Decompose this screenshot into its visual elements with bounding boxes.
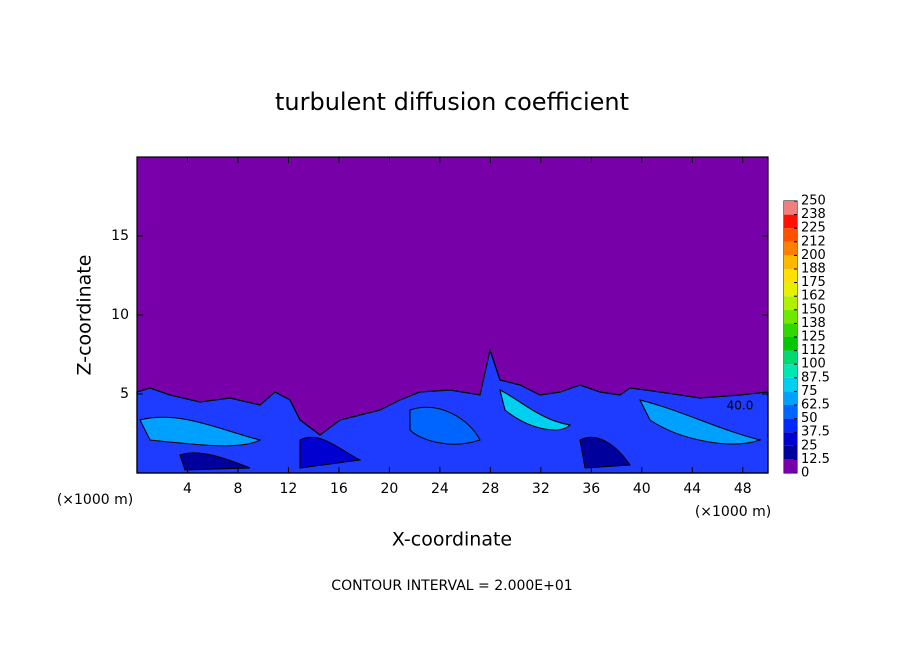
chart-title: turbulent diffusion coefficient: [275, 88, 629, 116]
colorbar-segment: [784, 282, 797, 297]
x-axis-title: X-coordinate: [392, 529, 512, 551]
x-tick-label: 48: [734, 481, 752, 497]
colorbar-label: 12.5: [801, 452, 830, 467]
colorbar-segment: [784, 445, 797, 460]
colorbar-label: 200: [801, 248, 826, 263]
field: [136, 347, 769, 474]
colorbar-label: 75: [801, 384, 818, 399]
colorbar-label: 162: [801, 289, 826, 304]
colorbar-label: 50: [801, 411, 818, 426]
x-tick-label: 24: [431, 481, 449, 497]
colorbar-label: 238: [801, 207, 826, 222]
colorbar-label: 100: [801, 357, 826, 372]
x-tick-label: 36: [582, 481, 600, 497]
x-tick-label: 32: [532, 481, 550, 497]
colorbar-segment: [784, 241, 797, 256]
colorbar-label: 138: [801, 316, 826, 331]
colorbar-label: 37.5: [801, 425, 830, 440]
colorbar-label: 225: [801, 221, 826, 236]
colorbar-label: 112: [801, 343, 826, 358]
footer: CONTOUR INTERVAL = 2.000E+01: [331, 578, 572, 594]
y-tick-label: 10: [111, 307, 129, 323]
colorbar-segment: [784, 296, 797, 310]
colorbar-label: 62.5: [801, 398, 830, 413]
y-tick-label: 5: [120, 386, 129, 402]
colorbar-label: 87.5: [801, 370, 830, 385]
colorbar-segment: [784, 377, 797, 392]
colorbar-label: 150: [801, 302, 826, 317]
colorbar-label: 125: [801, 330, 826, 345]
field-layer: [136, 347, 769, 474]
field-patch: [409, 406, 481, 445]
field-patch: [139, 416, 262, 447]
field-patch: [579, 436, 631, 469]
colorbar-label: 250: [801, 194, 826, 209]
x-tick-label: 4: [183, 481, 192, 497]
x-tick-label: 16: [330, 481, 348, 497]
contour-label: 40.0: [727, 399, 754, 413]
x-unit: (×1000 m): [57, 492, 133, 508]
y-axis-title: Z-coordinate: [74, 255, 96, 376]
colorbar-segment: [784, 228, 797, 242]
colorbar-segment: [784, 459, 797, 473]
field-patch: [639, 399, 762, 445]
colorbar-segment: [784, 418, 797, 433]
x-tick-label: 44: [683, 481, 701, 497]
colorbar-segment: [784, 214, 797, 229]
colorbar-label: 212: [801, 234, 826, 249]
colorbar-segment: [784, 323, 797, 337]
y-tick-label: 15: [111, 228, 129, 244]
x-tick-label: 8: [233, 481, 242, 497]
colorbar-segment: [784, 364, 797, 378]
x-tick-label: 20: [380, 481, 398, 497]
colorbar-label: 0: [801, 466, 809, 481]
x-unit: (×1000 m): [695, 504, 771, 520]
x-tick-label: 28: [481, 481, 499, 497]
x-tick-label: 40: [633, 481, 651, 497]
field-patch: [179, 452, 251, 471]
colorbar-segment: [784, 309, 797, 324]
colorbar-segment: [784, 405, 797, 419]
colorbar-label: 188: [801, 262, 826, 277]
colorbar-label: 175: [801, 275, 826, 290]
colorbar-segment: [784, 201, 797, 215]
colorbar-segment: [784, 269, 797, 283]
colorbar-segment: [784, 391, 797, 405]
x-tick-label: 12: [280, 481, 298, 497]
colorbar-label: 25: [801, 438, 818, 453]
field-patch: [499, 389, 572, 431]
colorbar-segment: [784, 255, 797, 269]
colorbar-segment: [784, 337, 797, 351]
field-patch: [299, 436, 362, 469]
colorbar-segment: [784, 350, 797, 365]
colorbar-segment: [784, 432, 797, 446]
